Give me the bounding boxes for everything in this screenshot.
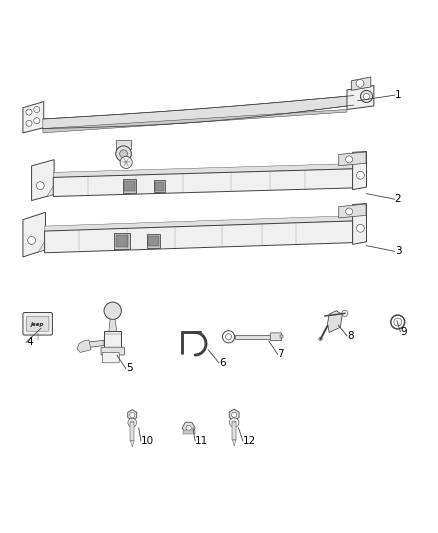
Circle shape xyxy=(346,208,353,215)
Polygon shape xyxy=(43,109,347,133)
Polygon shape xyxy=(23,102,44,133)
Bar xyxy=(104,330,121,349)
Circle shape xyxy=(28,237,35,244)
Circle shape xyxy=(130,412,135,417)
Text: 1: 1 xyxy=(395,90,401,100)
Text: 11: 11 xyxy=(195,436,208,446)
Circle shape xyxy=(319,337,322,341)
Polygon shape xyxy=(347,86,374,109)
Polygon shape xyxy=(53,164,353,177)
Text: 9: 9 xyxy=(400,327,407,336)
Polygon shape xyxy=(233,440,236,446)
Polygon shape xyxy=(353,204,367,244)
Circle shape xyxy=(391,315,405,329)
Polygon shape xyxy=(131,441,134,447)
Circle shape xyxy=(131,421,134,424)
Bar xyxy=(155,182,164,191)
Circle shape xyxy=(346,156,353,163)
FancyBboxPatch shape xyxy=(183,431,195,434)
Text: 10: 10 xyxy=(141,436,154,446)
Polygon shape xyxy=(339,152,366,166)
Polygon shape xyxy=(328,311,342,333)
Text: 2: 2 xyxy=(395,194,401,204)
Polygon shape xyxy=(43,95,353,128)
Circle shape xyxy=(120,150,127,158)
Circle shape xyxy=(26,109,32,115)
Circle shape xyxy=(120,156,132,168)
Circle shape xyxy=(128,418,137,427)
Bar xyxy=(116,235,128,247)
Bar xyxy=(114,233,130,249)
Bar xyxy=(124,181,135,191)
Bar xyxy=(147,235,160,248)
Polygon shape xyxy=(85,340,104,348)
Text: 7: 7 xyxy=(278,349,284,359)
Polygon shape xyxy=(77,340,91,352)
Bar xyxy=(233,422,236,440)
FancyBboxPatch shape xyxy=(101,347,124,355)
Circle shape xyxy=(233,421,236,424)
Polygon shape xyxy=(23,212,46,257)
FancyBboxPatch shape xyxy=(23,312,53,335)
Polygon shape xyxy=(45,221,353,253)
Bar xyxy=(131,422,134,441)
Text: Jeep: Jeep xyxy=(31,322,44,327)
Polygon shape xyxy=(38,240,46,252)
Text: 6: 6 xyxy=(219,358,226,368)
Polygon shape xyxy=(339,204,366,218)
Circle shape xyxy=(357,224,364,232)
Circle shape xyxy=(26,120,32,126)
Text: 5: 5 xyxy=(126,364,132,374)
Polygon shape xyxy=(45,216,353,231)
Circle shape xyxy=(356,79,364,87)
Bar xyxy=(148,236,159,246)
Bar xyxy=(280,335,283,338)
FancyBboxPatch shape xyxy=(26,317,49,331)
Circle shape xyxy=(34,118,40,124)
Circle shape xyxy=(226,334,232,340)
Polygon shape xyxy=(47,185,54,197)
FancyBboxPatch shape xyxy=(270,333,282,341)
Circle shape xyxy=(360,91,373,102)
Bar xyxy=(154,180,166,192)
Text: 8: 8 xyxy=(347,331,353,341)
Circle shape xyxy=(186,425,191,431)
Circle shape xyxy=(34,107,40,112)
Text: 4: 4 xyxy=(26,337,32,348)
Text: 12: 12 xyxy=(243,436,256,446)
Circle shape xyxy=(36,182,44,190)
Polygon shape xyxy=(53,169,353,197)
Circle shape xyxy=(230,418,239,427)
Circle shape xyxy=(394,318,402,326)
Circle shape xyxy=(116,146,131,161)
FancyBboxPatch shape xyxy=(102,352,119,363)
Circle shape xyxy=(104,302,121,319)
Circle shape xyxy=(223,330,235,343)
Circle shape xyxy=(232,412,237,417)
Circle shape xyxy=(364,93,370,100)
Bar xyxy=(116,140,131,149)
Circle shape xyxy=(357,172,364,179)
Polygon shape xyxy=(353,151,367,190)
Polygon shape xyxy=(32,160,54,200)
Text: 3: 3 xyxy=(395,246,401,256)
Polygon shape xyxy=(109,319,117,332)
Circle shape xyxy=(342,310,348,317)
Polygon shape xyxy=(351,77,371,91)
Bar xyxy=(123,179,136,193)
Bar xyxy=(235,335,272,339)
